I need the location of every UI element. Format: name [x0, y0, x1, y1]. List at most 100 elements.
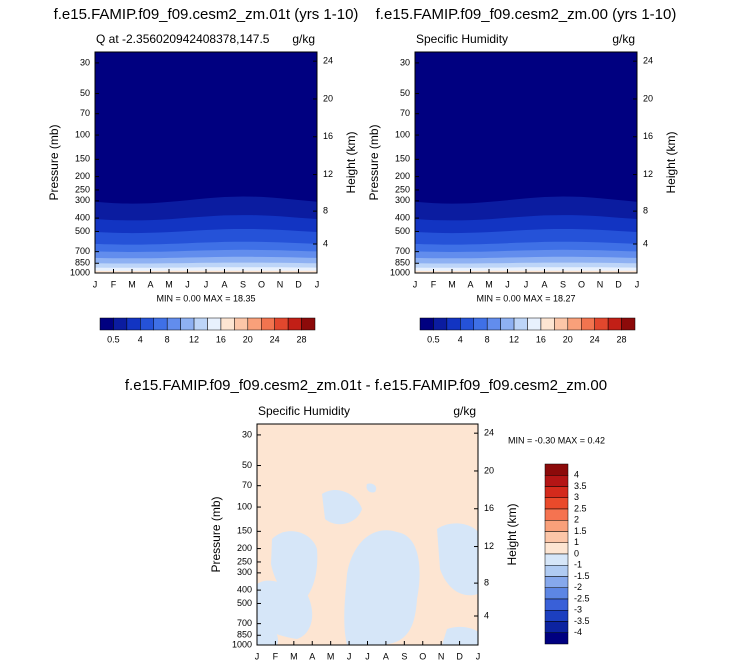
y2-tick-label: 12 [643, 169, 653, 179]
x-tick-label: A [221, 279, 227, 289]
y2-tick-label: 16 [643, 131, 653, 141]
colorbar-box [567, 317, 582, 331]
y-tick-label: 200 [237, 543, 252, 553]
y-tick-label: 850 [395, 258, 410, 268]
x-tick-label: F [111, 279, 117, 289]
y2-tick-label: 8 [484, 577, 489, 587]
colorbar-label: 0 [574, 548, 579, 558]
y2-tick-label: 20 [323, 93, 333, 103]
y-tick-label: 200 [75, 171, 90, 181]
y2-tick-label: 4 [643, 238, 648, 248]
y-tick-label: 500 [237, 598, 252, 608]
colorbar-box [544, 531, 569, 543]
x-tick-label: A [383, 651, 389, 661]
y-tick-label: 150 [395, 154, 410, 164]
x-tick-label: M [327, 651, 335, 661]
y-tick-label: 70 [80, 108, 90, 118]
units: g/kg [292, 32, 315, 46]
y-tick-label: 150 [237, 526, 252, 536]
y2-tick-label: 4 [323, 238, 328, 248]
colorbar-label: -3 [574, 605, 582, 615]
colorbar-box [607, 317, 622, 331]
x-tick-label: N [597, 279, 604, 289]
colorbar-box [207, 317, 222, 331]
y-tick-label: 400 [395, 212, 410, 222]
colorbar-box [486, 317, 501, 331]
contour-fill [437, 523, 478, 596]
colorbar-box [544, 508, 569, 521]
colorbar-box [193, 317, 208, 331]
colorbar-label: -2.5 [574, 593, 590, 603]
y2-axis-label: Height (km) [664, 131, 678, 193]
colorbar-label: 3.5 [574, 481, 587, 491]
x-tick-label: D [615, 279, 622, 289]
x-tick-label: J [204, 279, 209, 289]
y-tick-label: 700 [75, 246, 90, 256]
x-tick-label: J [93, 279, 98, 289]
colorbar-box [301, 317, 316, 331]
colorbar-label: 8 [485, 334, 490, 344]
colorbar-label: 20 [243, 334, 253, 344]
x-tick-label: M [448, 279, 456, 289]
colorbar-box [153, 317, 168, 331]
y-tick-label: 500 [395, 226, 410, 236]
colorbar-box [554, 317, 569, 331]
y-tick-label: 100 [75, 129, 90, 139]
colorbar-box [544, 520, 569, 532]
contour-fill [344, 530, 420, 645]
colorbar-box [234, 317, 249, 331]
x-tick-label: F [273, 651, 279, 661]
y-tick-label: 300 [395, 195, 410, 205]
colorbar-label: 12 [509, 334, 519, 344]
y-tick-label: 30 [400, 57, 410, 67]
colorbar-box [544, 621, 569, 633]
contour-fill [271, 531, 318, 602]
y2-tick-label: 16 [323, 131, 333, 141]
y-tick-label: 300 [75, 195, 90, 205]
y-tick-label: 30 [242, 429, 252, 439]
y2-tick-label: 8 [323, 205, 328, 215]
contour-fill [366, 483, 377, 493]
y-tick-label: 1000 [390, 267, 410, 277]
y-tick-label: 200 [395, 171, 410, 181]
contour-fill [322, 489, 362, 525]
y2-tick-label: 12 [323, 169, 333, 179]
colorbar-label: -3.5 [574, 616, 590, 626]
colorbar-label: 1.5 [574, 526, 587, 536]
colorbar-box [274, 317, 289, 331]
x-tick-label: N [438, 651, 445, 661]
x-tick-label: J [315, 279, 320, 289]
panel-title: f.e15.FAMIP.f09_f09.cesm2_zm.00 (yrs 1-1… [376, 6, 677, 23]
colorbar-label: 28 [617, 334, 627, 344]
x-tick-label: A [309, 651, 315, 661]
panel: f.e15.FAMIP.f09_f09.cesm2_zm.01t - f.e15… [125, 377, 607, 661]
colorbar-box [544, 486, 569, 498]
colorbar-label: 16 [536, 334, 546, 344]
colorbar-box [544, 497, 569, 510]
x-tick-label: S [240, 279, 246, 289]
y2-axis-label: Height (km) [344, 131, 358, 193]
y-tick-label: 100 [237, 501, 252, 511]
y-tick-label: 250 [237, 556, 252, 566]
y-tick-label: 100 [395, 129, 410, 139]
colorbar-box [544, 463, 569, 476]
x-tick-label: S [560, 279, 566, 289]
y2-tick-label: 20 [484, 465, 494, 475]
y-tick-label: 50 [400, 88, 410, 98]
colorbar-label: 0.5 [107, 334, 120, 344]
min-max: MIN = 0.00 MAX = 18.27 [476, 293, 575, 303]
y-tick-label: 70 [400, 108, 410, 118]
colorbar-box [140, 317, 154, 331]
colorbar-label: 3 [574, 492, 579, 502]
colorbar-box [500, 317, 515, 331]
colorbar-label: 8 [165, 334, 170, 344]
x-tick-label: F [431, 279, 437, 289]
x-tick-label: J [347, 651, 352, 661]
contour-fill [442, 626, 478, 645]
colorbar-box [544, 598, 569, 611]
y-axis-label: Pressure (mb) [47, 124, 61, 200]
colorbar-box [544, 587, 569, 600]
x-tick-label: J [476, 651, 481, 661]
colorbar-label: -4 [574, 627, 582, 637]
colorbar-box [287, 317, 302, 331]
